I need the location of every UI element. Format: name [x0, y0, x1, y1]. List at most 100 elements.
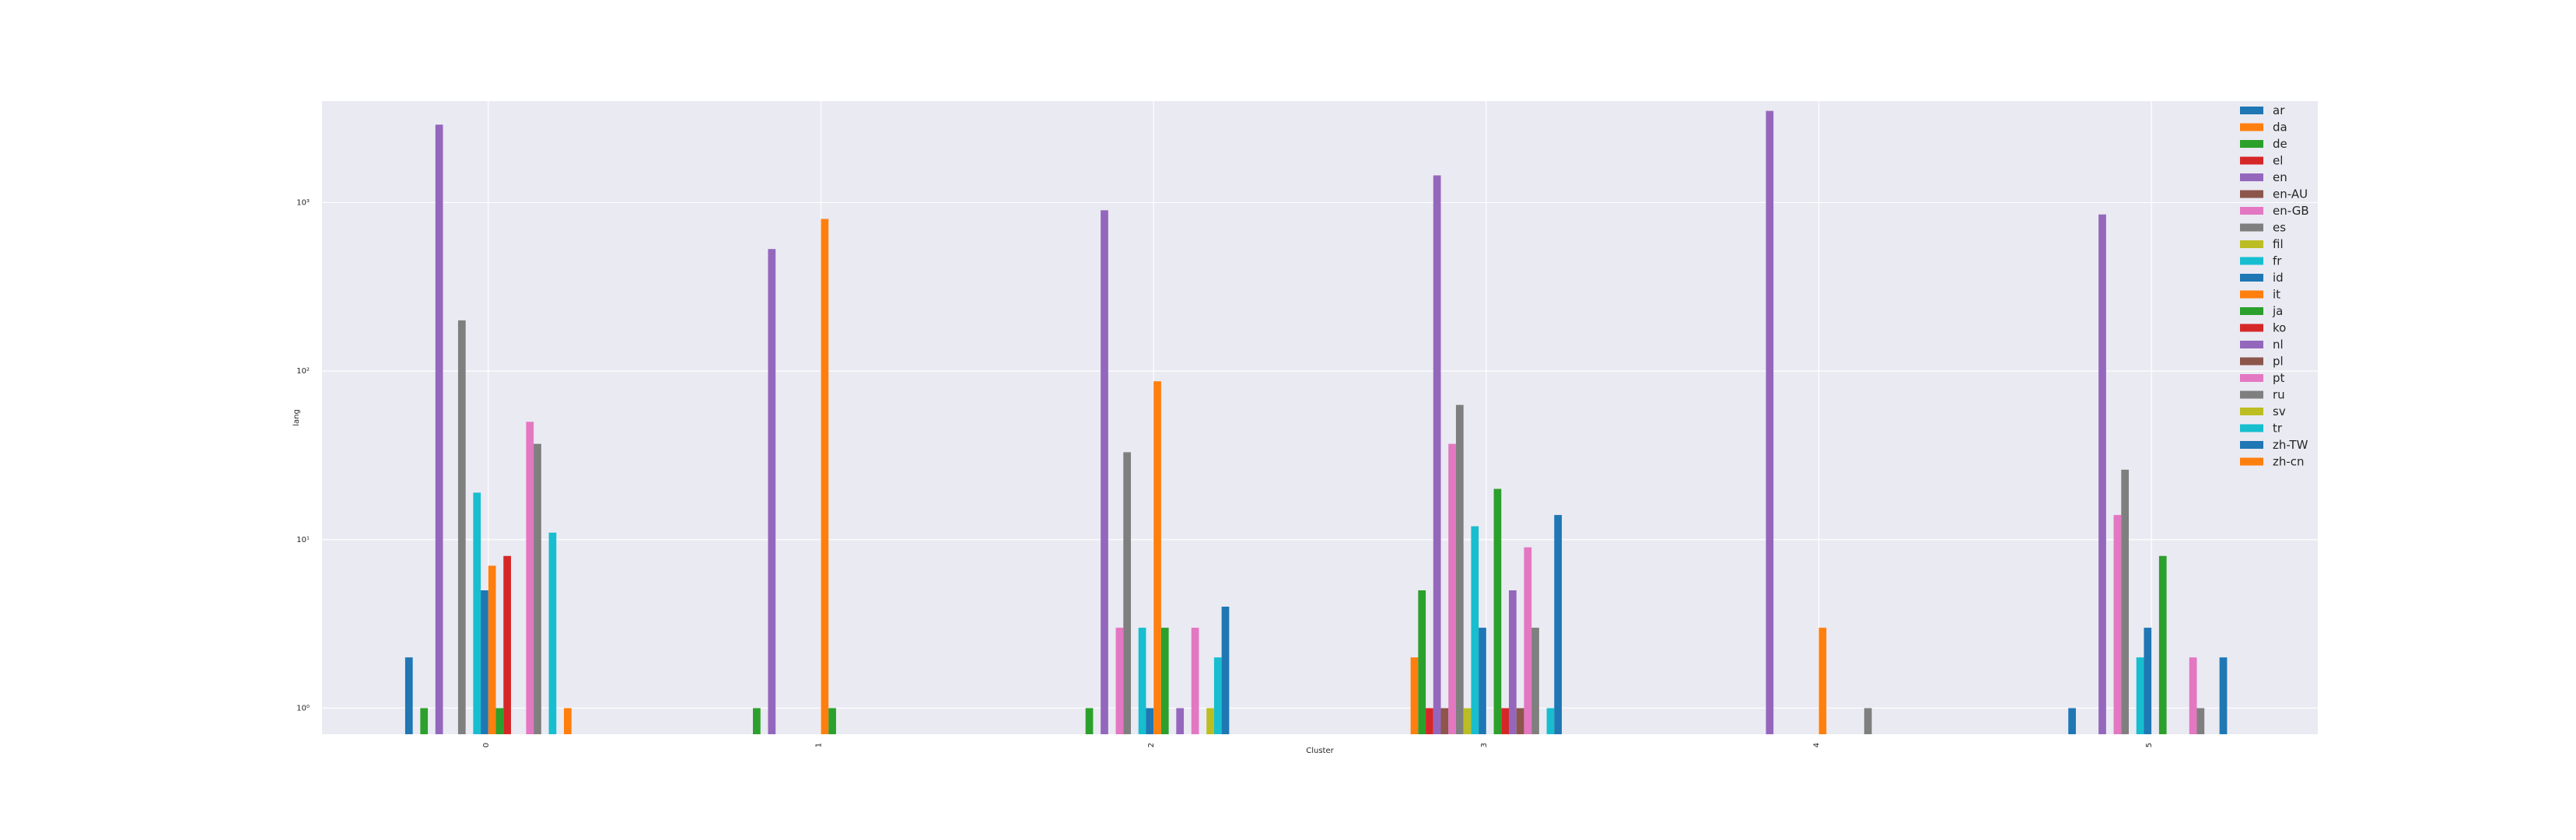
bar-pt-cluster-5 — [2189, 657, 2197, 734]
bar-ar-cluster-0 — [404, 657, 413, 734]
bar-zh-TW-cluster-2 — [1221, 606, 1230, 734]
bar-de-cluster-2 — [1085, 708, 1094, 734]
legend-swatch — [2240, 374, 2263, 382]
bar-ru-cluster-5 — [2196, 708, 2205, 734]
legend-label: zh-cn — [2273, 455, 2305, 469]
y-axis-label: lang — [292, 409, 301, 426]
bar-tr-cluster-2 — [1213, 657, 1222, 734]
legend-label: nl — [2273, 338, 2284, 352]
bar-it-cluster-0 — [488, 565, 496, 734]
bar-ko-cluster-3 — [1501, 708, 1509, 734]
x-tick-labels: 0 1 2 3 4 5 — [482, 743, 2154, 747]
bar-pt-cluster-3 — [1524, 547, 1532, 734]
bar-ja-cluster-3 — [1493, 488, 1502, 734]
bar-en-AU-cluster-3 — [1440, 708, 1449, 734]
legend-swatch — [2240, 107, 2263, 114]
legend-label: id — [2273, 271, 2284, 285]
legend-label: ja — [2272, 304, 2283, 318]
legend-swatch — [2240, 173, 2263, 181]
y-tick-label: 10² — [296, 367, 310, 376]
legend-swatch — [2240, 357, 2263, 366]
bar-fil-cluster-3 — [1463, 708, 1472, 734]
legend-label: es — [2273, 221, 2286, 235]
bar-pt-cluster-2 — [1191, 628, 1199, 734]
bar-de-cluster-0 — [420, 708, 429, 734]
x-tick-label: 5 — [2145, 743, 2154, 747]
bar-ar-cluster-5 — [2068, 708, 2076, 734]
legend-label: it — [2273, 288, 2280, 302]
bar-ja-cluster-2 — [1160, 628, 1169, 734]
bar-fr-cluster-5 — [2136, 657, 2144, 734]
bar-fr-cluster-0 — [473, 492, 481, 734]
bar-en-cluster-0 — [435, 124, 443, 735]
bar-tr-cluster-3 — [1546, 708, 1555, 734]
bar-ja-cluster-5 — [2158, 555, 2167, 734]
legend-swatch — [2240, 457, 2263, 466]
y-tick-label: 10⁰ — [296, 704, 310, 712]
legend-swatch — [2240, 307, 2263, 315]
legend-swatch — [2240, 190, 2263, 198]
plot-area — [322, 101, 2318, 734]
x-tick-label: 1 — [815, 743, 824, 747]
bars — [404, 110, 2228, 735]
legend-swatch — [2240, 274, 2263, 282]
legend-label: el — [2273, 154, 2283, 168]
bar-zh-TW-cluster-5 — [2219, 657, 2228, 734]
bar-es-cluster-0 — [457, 320, 466, 734]
bar-tr-cluster-0 — [548, 532, 557, 734]
x-tick-label: 2 — [1147, 743, 1156, 747]
legend-swatch — [2240, 207, 2263, 215]
bar-nl-cluster-2 — [1176, 708, 1185, 734]
bar-zh-cn-cluster-0 — [564, 708, 572, 734]
legend-label: fr — [2273, 254, 2282, 268]
bar-ru-cluster-0 — [534, 443, 541, 734]
legend-swatch — [2240, 240, 2263, 248]
y-tick-labels: 10⁰ 10¹ 10² 10³ — [296, 198, 310, 712]
bar-en-GB-cluster-2 — [1115, 628, 1124, 734]
legend-swatch — [2240, 290, 2263, 299]
legend-label: fil — [2273, 237, 2284, 251]
legend-swatch — [2240, 441, 2263, 449]
bar-id-cluster-5 — [2144, 628, 2152, 734]
legend-swatch — [2240, 156, 2263, 165]
bar-es-cluster-5 — [2121, 469, 2130, 734]
bar-es-cluster-2 — [1123, 452, 1132, 734]
bar-el-cluster-3 — [1426, 708, 1433, 734]
bar-zh-TW-cluster-3 — [1554, 515, 1563, 734]
legend-swatch — [2240, 408, 2263, 415]
bar-it-cluster-2 — [1153, 381, 1161, 734]
bar-ja-cluster-0 — [495, 708, 504, 734]
bar-en-cluster-2 — [1101, 210, 1108, 734]
legend-label: da — [2273, 121, 2287, 135]
legend-label: de — [2273, 137, 2287, 151]
x-axis-label: Cluster — [1306, 747, 1334, 755]
legend-swatch — [2240, 324, 2263, 332]
bar-ru-cluster-3 — [1531, 628, 1539, 734]
legend-swatch — [2240, 424, 2263, 432]
bar-fr-cluster-3 — [1471, 526, 1479, 734]
legend-label: zh-TW — [2273, 438, 2308, 452]
bar-de-cluster-3 — [1418, 590, 1426, 734]
legend-swatch — [2240, 123, 2263, 131]
bar-es-cluster-3 — [1455, 404, 1464, 734]
bar-sv-cluster-2 — [1206, 708, 1214, 734]
bar-it-cluster-1 — [821, 219, 829, 735]
y-tick-label: 10³ — [296, 198, 310, 207]
legend-swatch — [2240, 341, 2263, 348]
bar-it-cluster-4 — [1818, 628, 1827, 734]
bar-en-GB-cluster-5 — [2113, 515, 2122, 734]
bar-en-cluster-5 — [2098, 214, 2106, 734]
y-tick-label: 10¹ — [296, 536, 310, 544]
bar-en-GB-cluster-3 — [1448, 443, 1456, 734]
bar-ko-cluster-0 — [503, 555, 511, 734]
legend: ar da de el en en-AU en-GB es fil fr id it ja ko nl pl p… — [2240, 103, 2309, 469]
bar-da-cluster-3 — [1410, 657, 1419, 734]
legend-label: en-GB — [2273, 204, 2309, 218]
x-tick-label: 4 — [1813, 743, 1822, 747]
legend-swatch — [2240, 257, 2263, 265]
legend-label: sv — [2273, 404, 2286, 418]
bar-en-cluster-3 — [1433, 175, 1441, 734]
legend-label: ar — [2273, 103, 2285, 117]
legend-label: pt — [2273, 371, 2285, 385]
bar-en-cluster-4 — [1766, 110, 1774, 734]
